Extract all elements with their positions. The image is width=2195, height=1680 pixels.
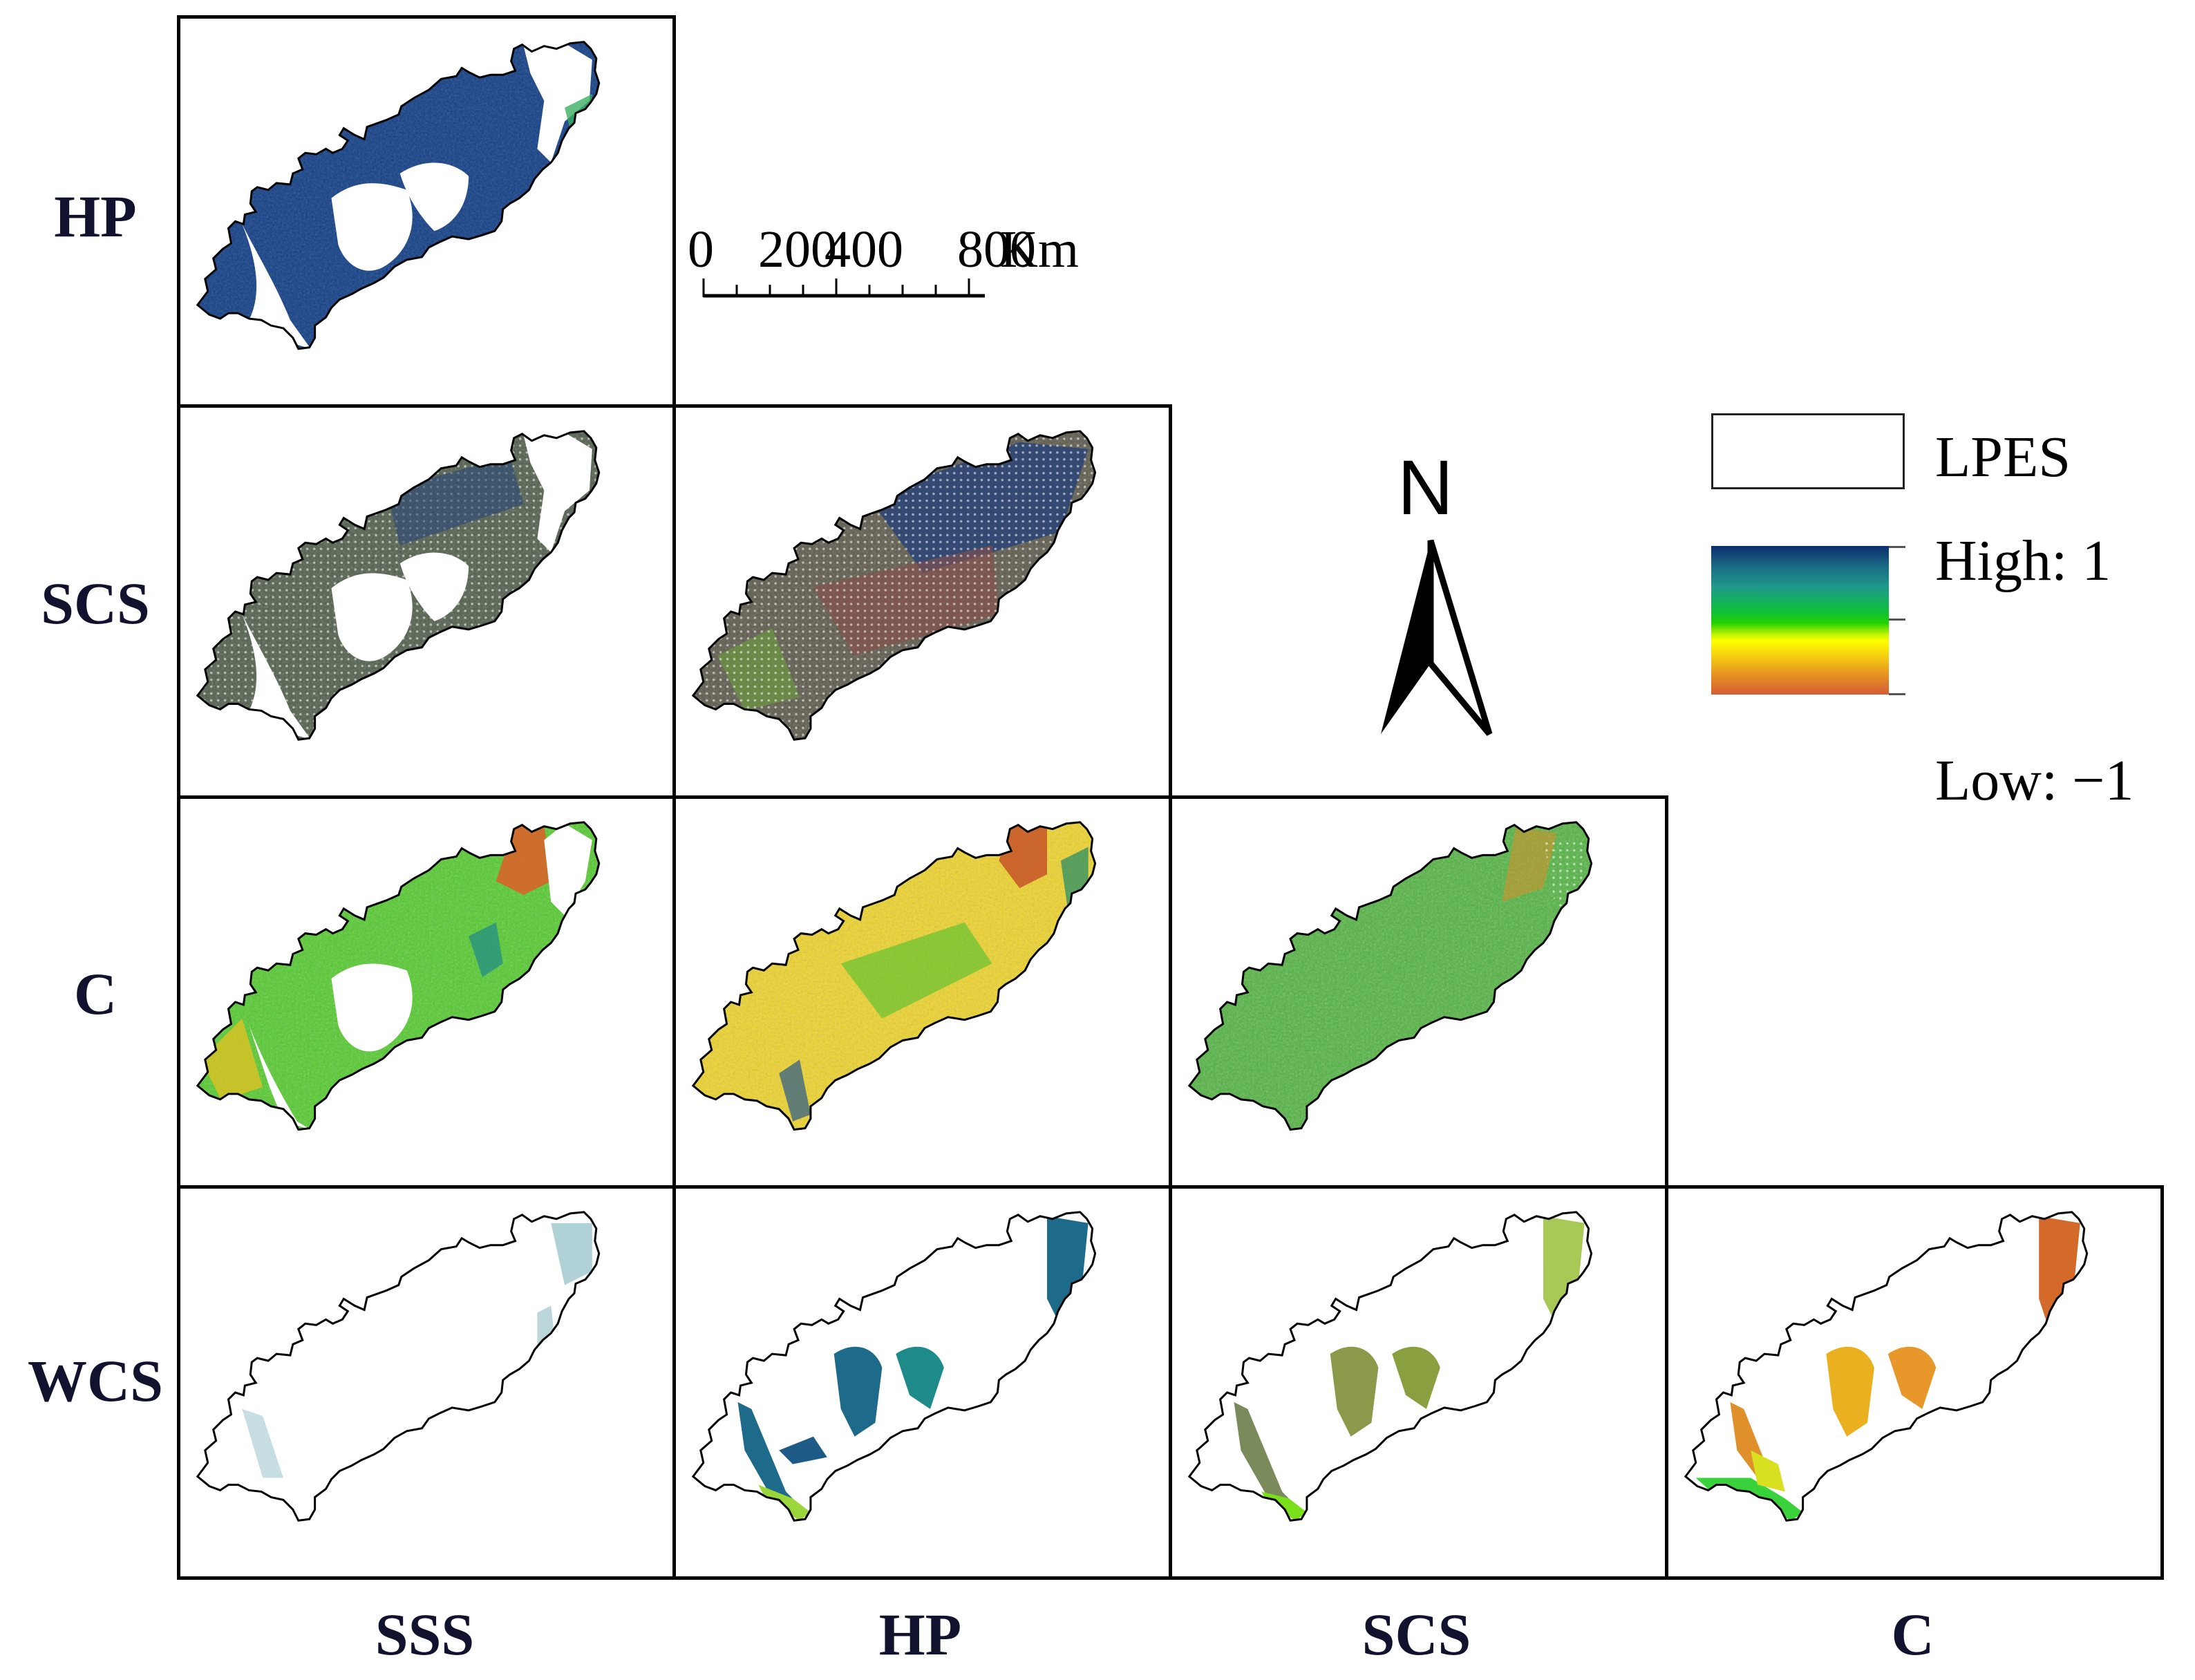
- scale-label-200: 200: [758, 220, 837, 279]
- legend-tick-low: [1889, 693, 1905, 695]
- map-panel-c-hp: [672, 795, 1172, 1189]
- map-panel-wcs-c: [1665, 1185, 2164, 1580]
- legend-label-low: Low: −1: [1935, 748, 2134, 813]
- region-map: [692, 430, 1097, 741]
- map-panel-wcs-sss: [177, 1185, 676, 1580]
- region-map: [1188, 1211, 1593, 1522]
- map-panel-scs-sss: [177, 404, 676, 799]
- legend-color-ramp: [1711, 546, 1889, 695]
- region-map: [196, 430, 601, 741]
- col-label-c: C: [1891, 1601, 1934, 1668]
- row-label-c: C: [73, 961, 117, 1027]
- row-label-hp: HP: [54, 183, 137, 249]
- col-label-sss: SSS: [375, 1601, 475, 1668]
- region-map: [692, 821, 1097, 1131]
- map-panel-wcs-hp: [672, 1185, 1172, 1580]
- map-panel-wcs-scs: [1169, 1185, 1668, 1580]
- region-map: [1684, 1211, 2089, 1522]
- region-map: [196, 41, 601, 350]
- region-map: [1188, 821, 1593, 1131]
- legend-tick-high: [1889, 546, 1905, 548]
- legend-label-high: High: 1: [1935, 529, 2111, 593]
- map-panel-c-sss: [177, 795, 676, 1189]
- north-arrow-icon: [1381, 539, 1493, 736]
- col-label-scs: SCS: [1362, 1601, 1471, 1668]
- region-map: [692, 1211, 1097, 1522]
- map-panel-hp-sss: [177, 15, 676, 408]
- map-panel-c-scs: [1169, 795, 1668, 1189]
- north-label: N: [1397, 444, 1453, 531]
- scale-bar: 0 200 400 800 Km: [688, 207, 1310, 318]
- scale-unit: Km: [1000, 220, 1079, 279]
- row-label-scs: SCS: [41, 570, 150, 636]
- legend-label-lpes: LPES: [1935, 425, 2071, 489]
- region-map: [196, 1211, 601, 1522]
- scale-label-800: 800: [957, 220, 1036, 279]
- scale-label-0: 0: [688, 220, 714, 279]
- region-map: [196, 821, 601, 1131]
- legend-swatch-lpes: [1711, 413, 1905, 489]
- scale-bar-ruler: [702, 279, 985, 298]
- north-arrow: N: [1368, 449, 1507, 739]
- legend-tick-mid: [1889, 619, 1905, 621]
- map-panel-scs-hp: [672, 404, 1172, 799]
- scale-label-400: 400: [825, 220, 903, 279]
- row-label-wcs: WCS: [28, 1348, 163, 1414]
- col-label-hp: HP: [878, 1601, 962, 1668]
